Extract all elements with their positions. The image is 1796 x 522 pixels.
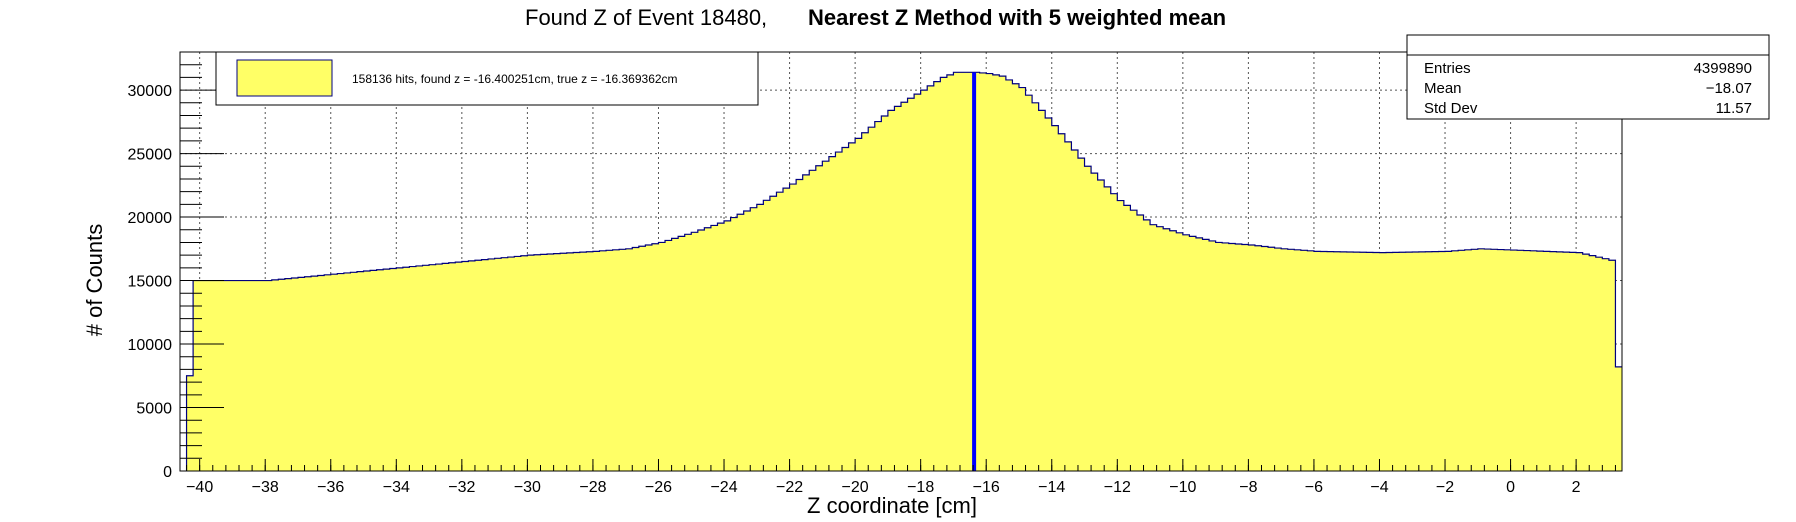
stats-box: Entries 4399890 Mean −18.07 Std Dev 11.5… xyxy=(1406,34,1770,120)
stats-frame xyxy=(1406,34,1770,120)
chart-title: Nearest Z Method with 5 weighted mean xyxy=(808,5,1226,30)
y-axis-title: # of Counts xyxy=(82,224,107,337)
x-tick-label: −22 xyxy=(776,479,803,496)
x-tick-label: −8 xyxy=(1239,479,1257,496)
stats-entries-value: 4399890 xyxy=(1694,60,1752,77)
stats-stddev-value: 11.57 xyxy=(1716,100,1752,117)
x-tick-label: −18 xyxy=(907,479,934,496)
histogram-fill xyxy=(186,72,1622,471)
stats-stddev-label: Std Dev xyxy=(1424,100,1478,117)
x-tick-label: −12 xyxy=(1104,479,1131,496)
x-tick-label: −2 xyxy=(1436,479,1454,496)
x-tick-label: −40 xyxy=(186,479,213,496)
y-tick-label: 0 xyxy=(163,464,172,481)
y-tick-label: 30000 xyxy=(128,83,173,100)
x-tick-label: −30 xyxy=(514,479,541,496)
y-tick-label: 15000 xyxy=(128,274,173,291)
x-tick-label: −34 xyxy=(383,479,410,496)
x-tick-label: −38 xyxy=(252,479,279,496)
x-tick-label: −14 xyxy=(1038,479,1065,496)
y-tick-label: 20000 xyxy=(128,210,173,227)
x-tick-label: −20 xyxy=(842,479,869,496)
x-tick-label: −24 xyxy=(710,479,737,496)
legend: 158136 hits, found z = -16.400251cm, tru… xyxy=(215,51,759,106)
stats-mean-value: −18.07 xyxy=(1706,80,1752,97)
title-prefix: Found Z of Event 18480, xyxy=(525,5,767,30)
x-tick-label: −10 xyxy=(1169,479,1196,496)
x-tick-label: −6 xyxy=(1305,479,1323,496)
y-tick-label: 10000 xyxy=(128,337,173,354)
legend-entry: 158136 hits, found z = -16.400251cm, tru… xyxy=(352,72,678,86)
x-tick-label: −36 xyxy=(317,479,344,496)
plot-frame xyxy=(179,51,1623,472)
x-tick-label: 0 xyxy=(1506,479,1515,496)
x-tick-label: −16 xyxy=(973,479,1000,496)
x-tick-label: 2 xyxy=(1572,479,1581,496)
x-tick-label: −4 xyxy=(1370,479,1388,496)
y-tick-label: 5000 xyxy=(136,401,172,418)
x-tick-label: −32 xyxy=(448,479,475,496)
x-tick-label: −26 xyxy=(645,479,672,496)
legend-swatch xyxy=(236,59,333,97)
y-tick-label: 25000 xyxy=(128,147,173,164)
axes: −40 −38 −36 −34 −32 −30 −28 −26 −24 −22 −20 −18 −16−… xyxy=(128,64,1616,496)
x-axis-title: Z coordinate [cm] xyxy=(807,493,977,518)
stats-entries-label: Entries xyxy=(1424,60,1471,77)
histogram-outline xyxy=(185,71,1622,471)
stats-mean-label: Mean xyxy=(1424,80,1462,97)
x-tick-label: −28 xyxy=(579,479,606,496)
